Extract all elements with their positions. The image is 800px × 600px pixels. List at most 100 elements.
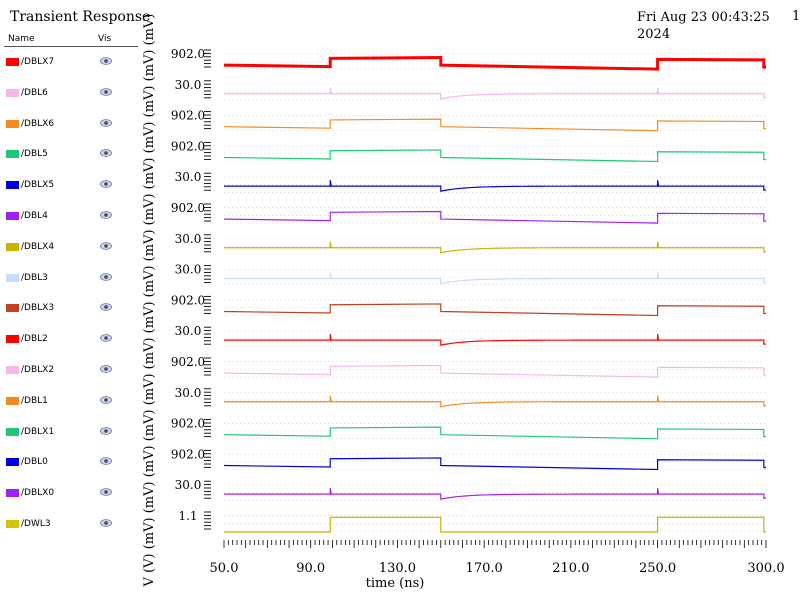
eye-icon[interactable] (100, 395, 112, 405)
legend-item[interactable]: /DBLX6 (6, 118, 136, 132)
y-axis-ticks (204, 80, 211, 99)
legend-swatch (6, 366, 19, 374)
y-axis-label: 30.0 (175, 78, 202, 92)
y-axis-ticks (204, 511, 211, 530)
legend-item[interactable]: /DBLX0 (6, 487, 136, 501)
series-line (224, 488, 766, 500)
y-axis-ticks (204, 265, 211, 284)
eye-icon[interactable] (100, 487, 112, 497)
series-line (223, 303, 766, 317)
legend-item-label: /DBL6 (21, 87, 48, 98)
legend-swatch (6, 304, 19, 313)
legend-swatch (6, 427, 19, 436)
eye-icon[interactable] (100, 272, 112, 282)
legend-header-vis: Vis (98, 34, 112, 44)
legend-item[interactable]: /DWL3 (6, 518, 136, 532)
x-axis (223, 540, 767, 548)
legend-item-label: /DBLX2 (21, 365, 55, 375)
y-axis-label: 902.0 (171, 47, 205, 61)
x-axis-label: time (ns) (366, 576, 425, 591)
legend-header: Name Vis (4, 33, 138, 47)
timestamp-date: Fri Aug 23 00:43:25 (637, 10, 770, 25)
series-line (224, 87, 766, 100)
eye-icon[interactable] (100, 56, 112, 66)
x-tick-label: 300.0 (747, 561, 784, 576)
legend-item-label: /DBL2 (21, 334, 48, 345)
y-axis-label: 30.0 (175, 478, 202, 492)
legend-item[interactable]: /DBL3 (6, 272, 136, 286)
legend-item[interactable]: /DBL5 (6, 148, 136, 162)
eye-icon[interactable] (100, 456, 112, 466)
y-axis-ticks (204, 419, 211, 438)
legend-item-label: /DWL3 (21, 519, 51, 529)
y-axis-ticks (204, 172, 211, 191)
legend-swatch (6, 88, 19, 97)
eye-icon[interactable] (100, 426, 112, 436)
legend-item[interactable]: /DBL1 (6, 395, 136, 409)
legend-item[interactable]: /DBLX5 (6, 179, 136, 193)
eye-icon[interactable] (100, 364, 112, 374)
legend-item[interactable]: /DBL2 (6, 333, 136, 347)
eye-icon[interactable] (100, 241, 112, 251)
eye-icon[interactable] (100, 118, 112, 128)
eye-icon[interactable] (100, 210, 112, 220)
y-axis-label: 1.1 (178, 509, 197, 523)
legend-item[interactable]: /DBLX7 (6, 56, 136, 70)
legend-item[interactable]: /DBLX1 (6, 426, 136, 440)
eye-icon[interactable] (100, 87, 112, 97)
legend-item-label: /DBL1 (21, 395, 48, 406)
y-axis-ticks (204, 234, 211, 253)
legend-swatch (6, 520, 19, 528)
y-axis-ticks (204, 295, 211, 314)
legend-swatch (6, 335, 19, 344)
legend-item[interactable]: /DBLX4 (6, 241, 136, 255)
series-line (224, 334, 766, 346)
y-axis-label: 902.0 (171, 139, 205, 153)
series-line (223, 149, 766, 163)
y-axis-label: 902.0 (171, 355, 205, 369)
eye-icon[interactable] (100, 302, 112, 312)
eye-icon[interactable] (100, 179, 112, 189)
legend-item-label: /DBLX4 (21, 241, 55, 252)
series-line (224, 395, 766, 408)
legend-item[interactable]: /DBL6 (6, 87, 136, 101)
y-axis-label: 30.0 (175, 170, 202, 184)
legend-item[interactable]: /DBL0 (6, 456, 136, 470)
y-axis-ticks (204, 49, 211, 68)
x-tick-label: 90.0 (296, 561, 325, 576)
legend-item[interactable]: /DBL4 (6, 210, 136, 224)
legend-item-label: /DBL3 (21, 272, 48, 283)
legend-item-label: /DBLX7 (21, 57, 55, 67)
legend-swatch (6, 396, 19, 405)
y-axis-title: V (V) (mV) (mV) (mV) (mV) (mV) (mV) (mV)… (142, 14, 157, 588)
legend-item[interactable]: /DBLX3 (6, 302, 136, 316)
y-axis-ticks (204, 326, 211, 345)
legend-item-label: /DBL5 (21, 149, 48, 160)
timestamp-year: 2024 (637, 27, 671, 42)
y-axis-label: 902.0 (171, 293, 205, 307)
eye-icon[interactable] (100, 148, 112, 158)
y-axis-ticks (204, 203, 211, 222)
legend-item[interactable]: /DBLX2 (6, 364, 136, 378)
y-axis-label: 30.0 (175, 232, 202, 246)
y-axis-label: 902.0 (171, 201, 205, 215)
page-number: 1 (792, 9, 800, 24)
legend-swatch (6, 489, 19, 498)
legend-item-label: /DBLX6 (21, 118, 55, 129)
series-line (223, 118, 766, 132)
eye-icon[interactable] (100, 333, 112, 343)
series-line (223, 364, 766, 378)
y-axis-label: 902.0 (171, 447, 205, 461)
legend-swatch (6, 242, 19, 251)
y-axis-label: 902.0 (171, 109, 205, 123)
x-tick-label: 170.0 (466, 561, 503, 576)
y-axis-ticks (204, 357, 211, 376)
legend-header-name: Name (8, 34, 35, 44)
y-axis-label: 30.0 (175, 263, 202, 277)
legend-item-label: /DBLX0 (21, 488, 55, 499)
eye-icon[interactable] (100, 518, 112, 528)
legend-item-label: /DBL4 (21, 211, 48, 221)
legend-swatch (6, 181, 19, 190)
x-tick-label: 50.0 (210, 561, 239, 576)
